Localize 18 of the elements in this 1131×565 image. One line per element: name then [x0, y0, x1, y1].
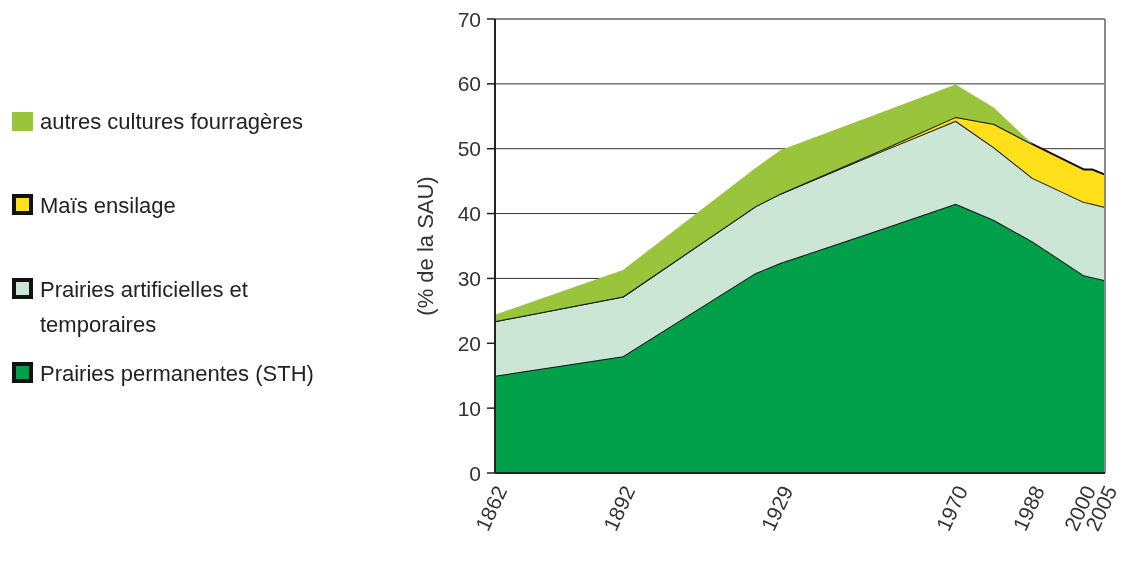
legend-label: Prairies permanentes (STH): [40, 360, 314, 386]
x-tick-label: 1892: [598, 482, 640, 535]
y-tick-label: 0: [469, 461, 481, 485]
y-tick-label: 10: [457, 396, 481, 420]
x-tick-label: 1929: [756, 482, 798, 535]
y-tick-label: 70: [457, 7, 481, 31]
y-tick-label: 30: [457, 266, 481, 290]
y-axis-title: (% de la SAU): [412, 176, 438, 316]
y-tick-label: 40: [457, 202, 481, 226]
legend-label: autres cultures fourragères: [40, 108, 303, 134]
legend-label: Prairies artificielles et temporaires: [40, 276, 248, 337]
x-tick-label: 1862: [470, 482, 512, 535]
x-tick-label: 1970: [931, 482, 973, 535]
y-tick-label: 20: [457, 331, 481, 355]
y-tick-label: 50: [457, 137, 481, 161]
y-tick-label: 60: [457, 72, 481, 96]
x-tick-label: 1988: [1008, 482, 1049, 535]
legend-label: Maïs ensilage: [40, 192, 176, 218]
